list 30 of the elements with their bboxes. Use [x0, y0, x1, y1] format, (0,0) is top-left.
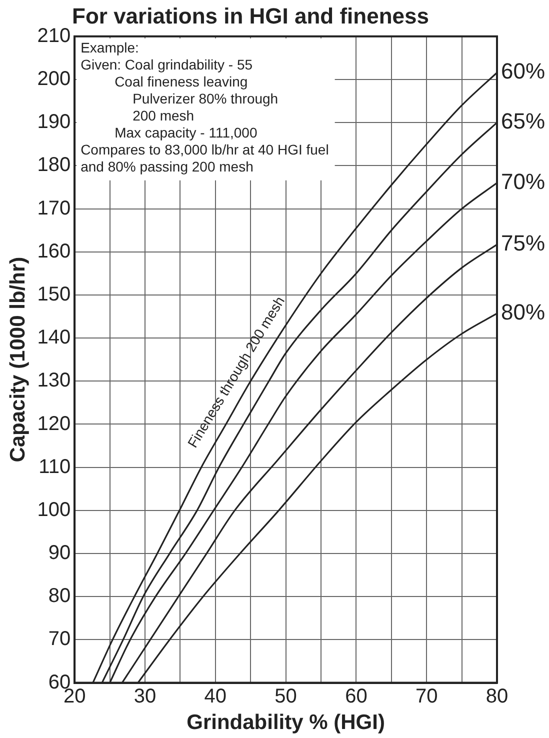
series-label: 65% — [501, 108, 546, 134]
y-tick-label: 210 — [37, 24, 71, 47]
y-tick-label: 70 — [48, 628, 71, 650]
y-tick-label: 180 — [37, 154, 71, 176]
y-tick-label: 110 — [38, 456, 71, 478]
y-tick-label: 120 — [37, 412, 71, 435]
series-label: 75% — [501, 230, 546, 256]
y-tick-label: 100 — [37, 498, 71, 521]
annotation: Example: Given: Coal grindability - 55 Coal fineness leaving Pulverizer 80% through 200 mesh Max capacity - 111,000 Compares to 83,000 lb/hr at 40 HGI fuel and 80% passing 200 mesh — [80, 39, 329, 174]
series-label: 60% — [501, 58, 546, 84]
y-tick-label: 160 — [37, 240, 71, 262]
y-tick-label: 80 — [48, 585, 71, 608]
x-tick-label: 60 — [345, 685, 368, 708]
x-tick-label: 50 — [274, 685, 297, 708]
x-tick-label: 30 — [134, 685, 156, 708]
y-tick-label: 140 — [37, 326, 71, 349]
x-tick-label: 80 — [486, 685, 508, 708]
x-tick-label: 40 — [204, 685, 227, 708]
y-tick-label: 150 — [37, 283, 71, 306]
series-label: 80% — [501, 300, 546, 325]
y-tick-label: 90 — [48, 542, 71, 564]
y-axis-title: Capacity (1000 lb/hr) — [6, 256, 30, 462]
series-label: 70% — [501, 168, 546, 194]
y-tick-label: 130 — [37, 370, 71, 392]
y-tick-label: 170 — [37, 197, 71, 220]
x-tick-label: 70 — [415, 685, 438, 708]
chart-title: For variations in HGI and fineness — [72, 3, 429, 28]
x-axis-title: Grindability % (HGI) — [186, 711, 385, 734]
y-tick-label: 190 — [37, 111, 71, 134]
y-tick-label: 200 — [37, 68, 71, 90]
